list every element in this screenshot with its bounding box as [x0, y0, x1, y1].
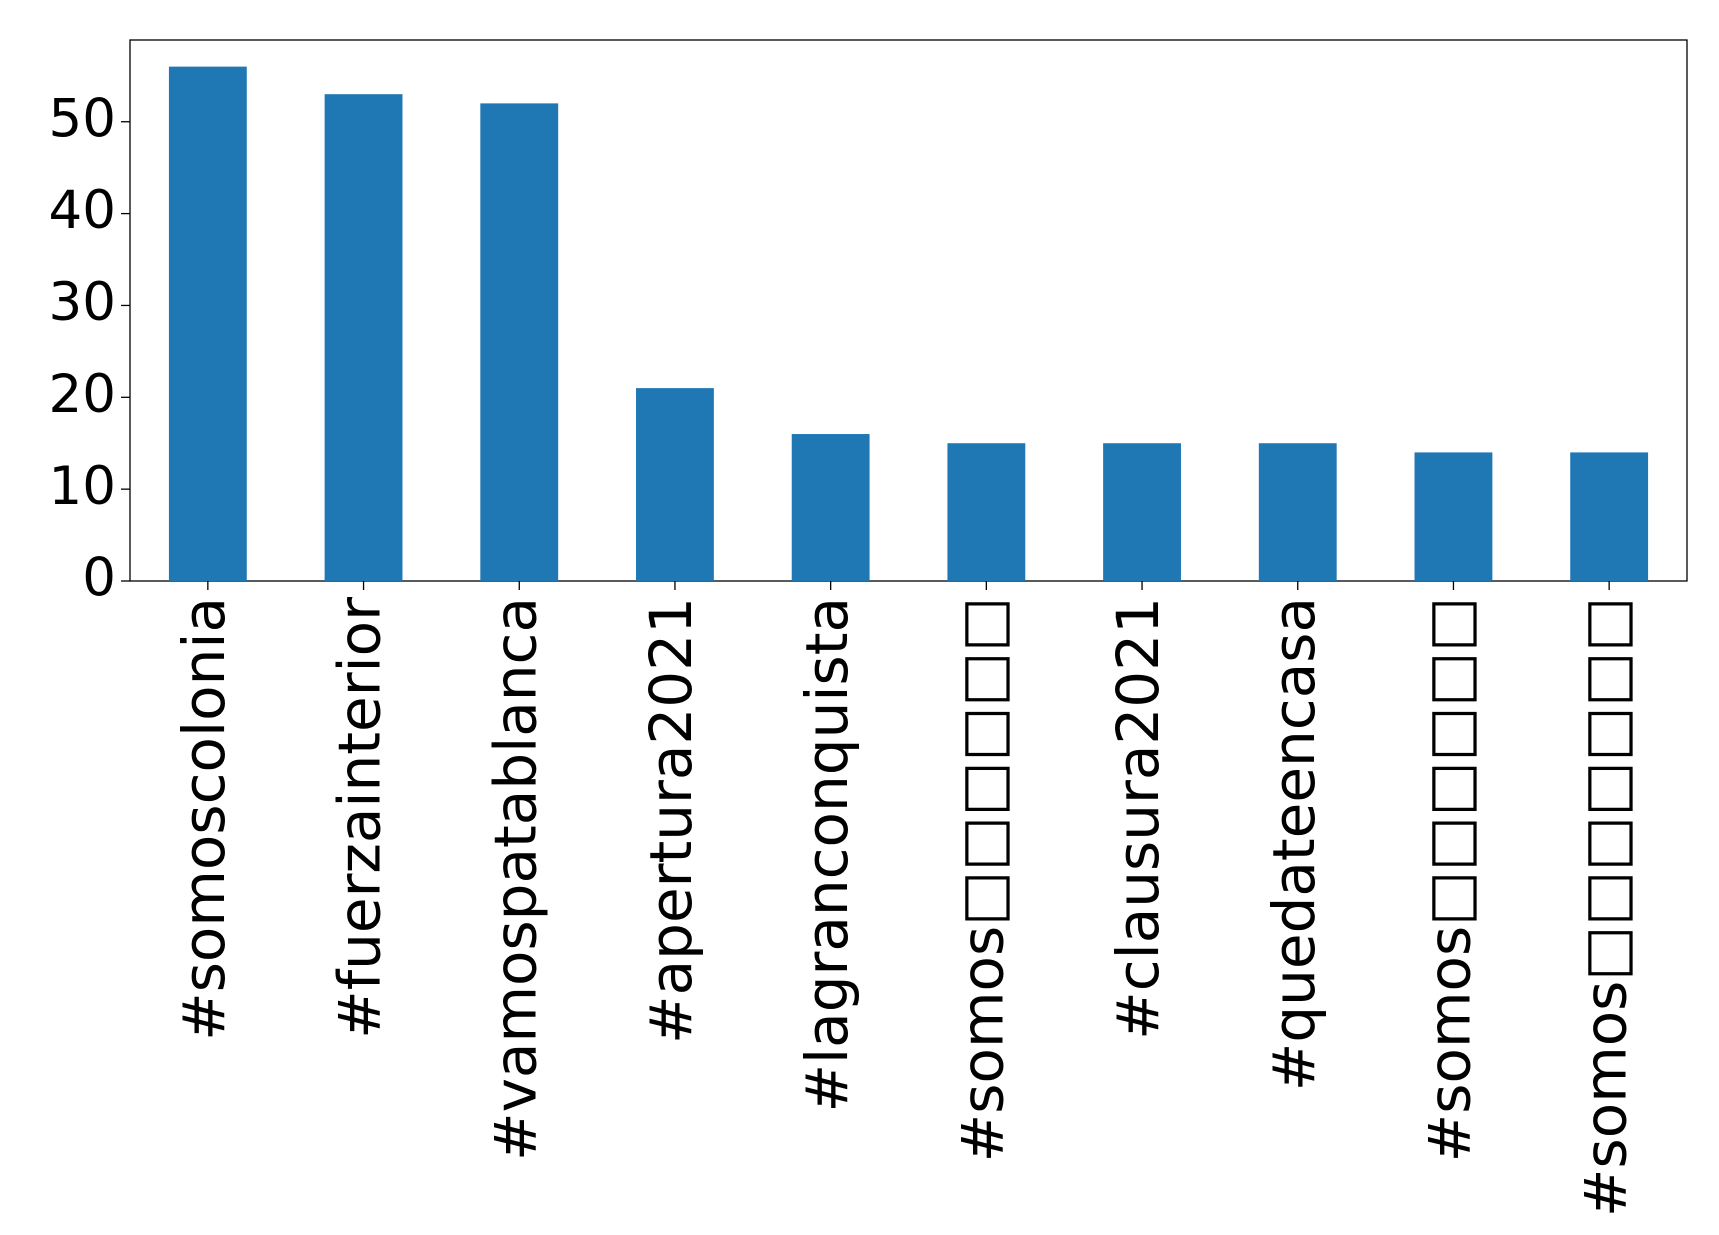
bar	[1258, 443, 1337, 581]
bar	[168, 66, 247, 582]
plot-frame	[129, 39, 1688, 582]
x-tick-label: #somos□□□□□□	[1416, 597, 1484, 1162]
x-tick-label: #lagranconquista	[793, 597, 861, 1113]
y-tick-label: 10	[49, 456, 116, 517]
bar	[480, 103, 559, 582]
bar	[947, 443, 1026, 581]
y-tick-label: 0	[82, 548, 116, 609]
x-tick-label: #somos□□□□□□	[948, 597, 1016, 1162]
x-tick-label: #somos□□□□□□□	[1571, 597, 1639, 1217]
y-tick-label: 30	[49, 272, 116, 333]
bar	[1103, 443, 1181, 581]
x-tick-label: #somoscolonia	[170, 597, 238, 1041]
x-tick-label: #apertura2021	[637, 597, 705, 1044]
bar	[324, 94, 403, 582]
bar	[791, 434, 870, 581]
y-tick-label: 50	[49, 88, 116, 149]
bar	[636, 388, 714, 581]
bar	[1570, 452, 1649, 581]
x-tick-label: #fuerzainterior	[326, 597, 394, 1039]
x-tick-label: #clausura2021	[1104, 597, 1172, 1040]
y-tick-label: 40	[49, 180, 116, 241]
y-tick-label: 20	[49, 364, 116, 425]
bar	[1414, 452, 1493, 581]
x-tick-label: #vamospatablanca	[481, 597, 549, 1161]
x-tick-label: #quedateencasa	[1260, 597, 1328, 1091]
